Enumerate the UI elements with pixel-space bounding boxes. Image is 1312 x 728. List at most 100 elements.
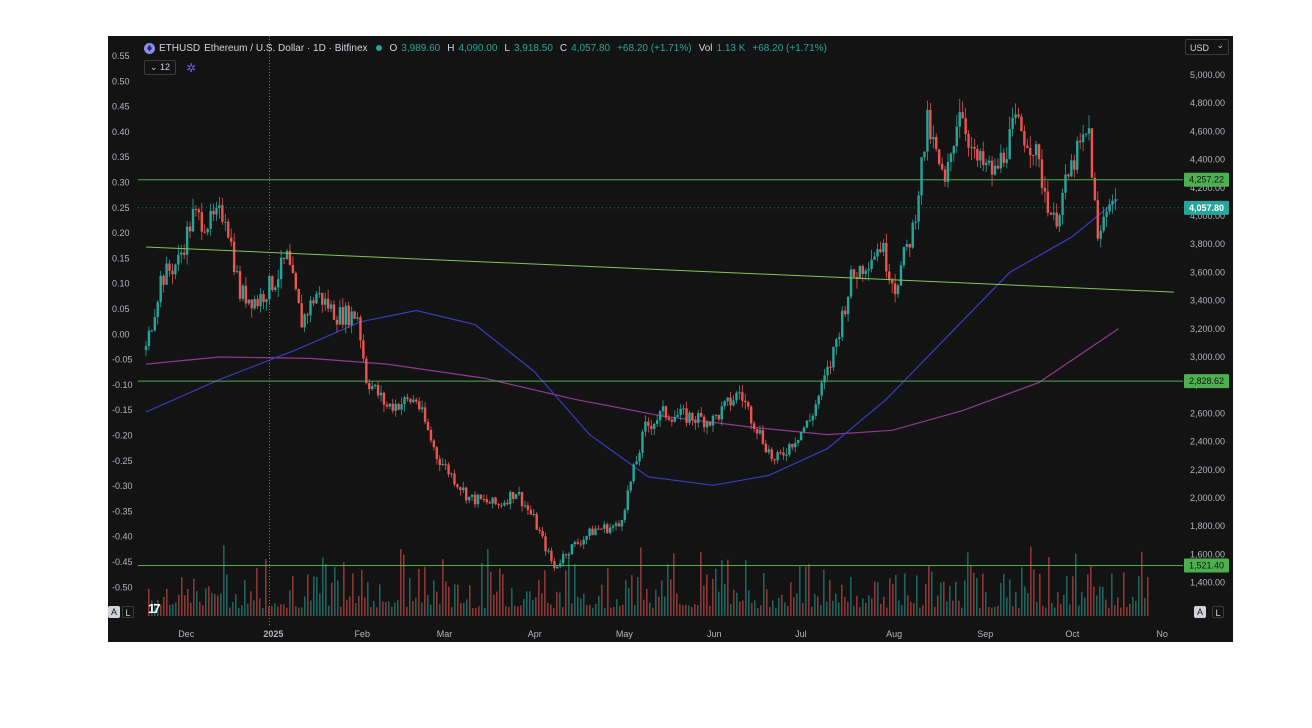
x-axis-label: No (1156, 629, 1168, 639)
volume-bar (1060, 603, 1062, 616)
candle-body (373, 384, 377, 387)
candle-body (265, 299, 268, 303)
candle-body (893, 283, 897, 295)
volume-bar (1096, 595, 1098, 616)
candle-body (376, 384, 380, 396)
volume-bar (463, 602, 465, 616)
volume-bar (835, 593, 837, 616)
volume-bar (544, 570, 546, 616)
symbol-name[interactable]: ETHUSD (159, 42, 201, 54)
price-chart[interactable]: 5,000.00 4,800.00 4,600.00 4,400.00 4,200.00… (108, 36, 1233, 642)
auto-scale-right-button[interactable]: A (1194, 606, 1206, 618)
volume-bar (985, 592, 987, 616)
candle-body (926, 109, 929, 152)
candle-body (573, 542, 577, 545)
level-price-label: 4,257.22 (1189, 175, 1224, 185)
volume-bar (436, 591, 438, 616)
volume-bar (613, 607, 615, 616)
volume-bar (505, 605, 507, 616)
volume-bar (1117, 597, 1119, 616)
volume-bar (691, 607, 693, 616)
candle-body (347, 305, 350, 326)
candle-body (467, 496, 471, 501)
candle-body (177, 254, 180, 265)
volume-bar (334, 566, 336, 616)
candle-body (570, 544, 574, 555)
volume-bar (313, 576, 315, 616)
volume-bar (580, 598, 582, 616)
candle-body (1005, 159, 1008, 163)
candle-body (194, 208, 198, 210)
volume-bar (1090, 565, 1092, 616)
volume-bar (679, 604, 681, 616)
auto-scale-left-button[interactable]: A (108, 606, 120, 618)
log-scale-left-button[interactable]: L (122, 606, 134, 618)
candle-body (550, 550, 553, 562)
chart-panel[interactable]: 5,000.00 4,800.00 4,600.00 4,400.00 4,200.00… (108, 36, 1233, 642)
candle-body (650, 425, 653, 429)
candle-body (435, 447, 439, 459)
candle-body (312, 300, 315, 304)
candle-body (171, 270, 174, 275)
volume-bar (169, 604, 171, 616)
candle-body (1105, 211, 1108, 217)
candle-body (611, 525, 615, 528)
volume-bar (1030, 546, 1032, 616)
left-axis-tick: 0.55 (112, 51, 130, 61)
log-scale-right-button[interactable]: L (1212, 606, 1224, 618)
right-axis-tick: 1,600.00 (1190, 549, 1225, 559)
candle-body (623, 510, 627, 521)
volume-bar (1135, 600, 1137, 616)
tradingview-logo[interactable]: 17 (148, 601, 161, 616)
candle-body (403, 397, 406, 405)
candle-body (547, 550, 550, 552)
volume-bar (769, 606, 771, 616)
volume-bar (733, 589, 735, 616)
volume-bar (871, 598, 873, 616)
left-axis-tick: 0.15 (112, 253, 130, 263)
x-axis-label: Aug (886, 629, 902, 639)
candle-body (670, 419, 674, 422)
candle-body (685, 408, 688, 423)
volume-bar (616, 599, 618, 616)
candle-body (1111, 200, 1114, 205)
volume-bar (628, 587, 630, 616)
right-axis-tick: 3,000.00 (1190, 352, 1225, 362)
candle-body (388, 403, 392, 407)
high-label: H (447, 42, 455, 54)
indicator-settings-icon[interactable]: ✲ (186, 60, 197, 75)
volume-bar (280, 604, 282, 616)
candle-body (1064, 174, 1067, 193)
currency-select[interactable]: USD (1185, 37, 1229, 55)
volume-bar (604, 607, 606, 616)
volume-bar (343, 562, 345, 616)
volume-bar (268, 606, 270, 616)
level-price-badge (1184, 558, 1229, 573)
volume-bar (277, 606, 279, 616)
volume-bar (592, 607, 594, 616)
volume-bar (562, 607, 564, 616)
volume-bar (157, 599, 159, 616)
volume-bar (847, 602, 849, 616)
left-axis-tick: 0.05 (112, 304, 130, 314)
candle-body (1096, 200, 1100, 239)
candle-body (861, 265, 864, 274)
volume-bar (694, 604, 696, 616)
candle-body (1014, 114, 1017, 119)
volume-bar (175, 602, 177, 616)
volume-bar (640, 547, 642, 616)
volume-bar (808, 563, 810, 616)
candle-body (826, 366, 829, 376)
volume-bar (1072, 576, 1074, 616)
volume-bar (1027, 593, 1029, 616)
volume-bar (217, 595, 219, 616)
candle-body (799, 431, 803, 440)
candle-body (1049, 212, 1053, 215)
volume-bar (646, 588, 648, 616)
candle-body (506, 502, 509, 505)
volume-bar (730, 603, 732, 616)
candle-body (899, 265, 903, 286)
indicator-toggle-button[interactable]: ⌄ 12 (144, 60, 177, 75)
volume-bar (619, 605, 621, 616)
candle-body (1055, 212, 1058, 227)
